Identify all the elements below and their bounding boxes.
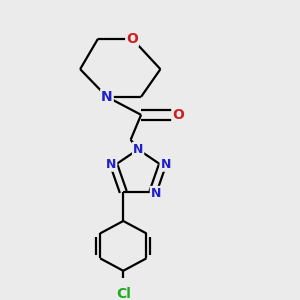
Text: N: N: [101, 90, 113, 104]
Text: N: N: [133, 143, 143, 156]
Text: N: N: [160, 158, 171, 171]
Text: N: N: [106, 158, 116, 171]
Text: O: O: [126, 32, 138, 46]
Text: Cl: Cl: [116, 287, 131, 300]
Text: O: O: [172, 108, 184, 122]
Text: N: N: [151, 187, 161, 200]
